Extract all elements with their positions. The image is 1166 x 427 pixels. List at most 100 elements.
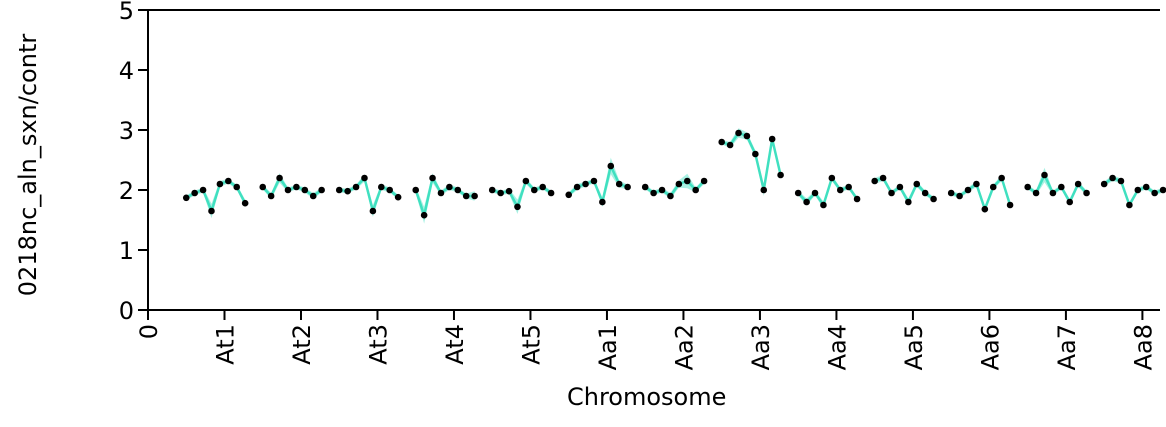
data-point xyxy=(344,187,351,195)
data-point xyxy=(1159,186,1166,194)
data-point xyxy=(683,177,691,185)
x-tick-label: At2 xyxy=(288,324,316,365)
data-point xyxy=(989,183,997,191)
data-point xyxy=(845,183,852,191)
data-point xyxy=(361,174,368,182)
data-point xyxy=(973,180,980,188)
y-tick-label: 5 xyxy=(119,0,134,25)
data-point xyxy=(182,194,190,202)
data-point xyxy=(752,150,759,158)
data-point xyxy=(615,180,623,188)
data-point xyxy=(225,177,232,185)
data-point xyxy=(318,186,325,194)
x-tick-label: Aa1 xyxy=(594,324,622,370)
data-point xyxy=(879,174,887,182)
data-point xyxy=(718,138,725,146)
data-point xyxy=(735,129,742,137)
data-point xyxy=(582,180,589,188)
x-tick-label: Aa5 xyxy=(900,324,928,370)
data-point xyxy=(777,171,784,179)
data-point xyxy=(947,189,955,197)
data-point xyxy=(301,186,309,194)
data-point xyxy=(607,162,615,170)
data-point xyxy=(1024,183,1031,191)
y-tick-label: 0 xyxy=(119,297,134,325)
data-point xyxy=(565,191,573,199)
data-point xyxy=(216,180,224,188)
data-point xyxy=(1066,198,1074,206)
data-point xyxy=(896,183,904,191)
data-point xyxy=(871,177,878,185)
data-point xyxy=(1074,180,1082,188)
x-tick-label: Aa7 xyxy=(1053,324,1081,370)
data-point xyxy=(913,180,921,188)
x-tick-label: Aa4 xyxy=(823,324,851,370)
x-tick-label: Aa2 xyxy=(670,324,698,370)
data-point xyxy=(998,174,1005,182)
data-point xyxy=(743,132,751,140)
x-tick-label: Aa8 xyxy=(1129,324,1157,370)
data-point xyxy=(208,207,215,215)
data-point xyxy=(394,193,402,201)
x-tick-label: At3 xyxy=(364,324,392,365)
data-point xyxy=(514,203,521,211)
data-point xyxy=(335,186,343,194)
data-point xyxy=(726,141,734,149)
data-point xyxy=(1049,189,1057,197)
y-tick-label: 2 xyxy=(119,177,134,205)
data-point xyxy=(675,180,683,188)
data-point xyxy=(505,187,513,195)
data-point xyxy=(599,198,606,206)
data-point xyxy=(1142,183,1150,191)
x-tick-label: Aa3 xyxy=(747,324,775,370)
data-point xyxy=(369,207,377,215)
data-point xyxy=(590,177,598,185)
data-point xyxy=(956,192,963,200)
data-point xyxy=(573,183,581,191)
data-point xyxy=(352,183,360,191)
data-point xyxy=(454,186,462,194)
data-point xyxy=(412,186,420,194)
data-point xyxy=(259,183,267,191)
x-axis-title: Chromosome xyxy=(567,383,726,411)
data-point xyxy=(1109,174,1116,182)
data-point xyxy=(530,186,538,194)
data-point xyxy=(794,189,802,197)
data-point xyxy=(820,201,827,209)
data-point xyxy=(700,177,708,185)
data-point xyxy=(446,183,453,191)
data-point xyxy=(836,186,844,194)
data-point xyxy=(241,199,249,207)
data-point xyxy=(437,189,445,197)
data-point xyxy=(309,192,317,200)
data-point xyxy=(768,135,776,143)
data-point xyxy=(1134,186,1142,194)
data-point xyxy=(191,189,198,197)
x-tick-label: Aa6 xyxy=(976,324,1004,370)
data-point xyxy=(1117,177,1125,185)
data-point xyxy=(386,186,394,194)
data-point xyxy=(420,211,428,219)
data-point xyxy=(1058,183,1065,191)
data-point xyxy=(888,189,895,197)
data-point xyxy=(828,174,836,182)
data-point xyxy=(658,186,666,194)
data-line xyxy=(339,175,399,216)
data-point xyxy=(1100,180,1108,188)
data-point xyxy=(760,186,768,194)
data-point xyxy=(284,186,292,194)
y-tick-label: 4 xyxy=(119,57,134,85)
x-tick-label: At4 xyxy=(441,324,469,365)
data-point xyxy=(667,192,674,200)
data-point xyxy=(624,183,631,191)
data-point xyxy=(803,198,810,206)
data-point xyxy=(378,183,385,191)
data-point xyxy=(429,174,436,182)
data-point xyxy=(267,192,275,200)
y-axis-title: 0218nc_aln_sxn/contr xyxy=(14,34,42,297)
data-point xyxy=(853,195,861,203)
data-point xyxy=(539,183,547,191)
data-point xyxy=(650,189,657,197)
data-point xyxy=(930,195,937,203)
